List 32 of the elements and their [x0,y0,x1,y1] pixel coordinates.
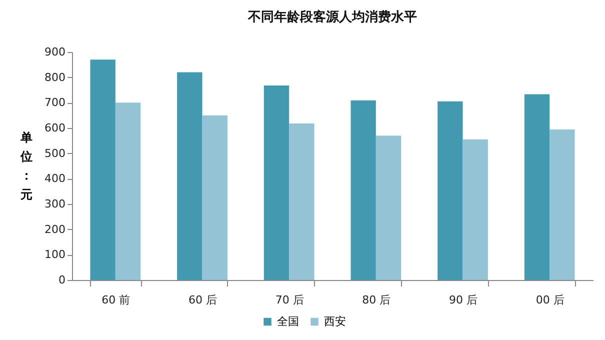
y-tick-label: 400 [44,172,66,186]
bar [550,130,575,280]
bar [438,101,463,280]
y-tick-label: 500 [44,146,66,160]
bar [90,60,116,280]
bar [202,115,228,280]
chart-title: 不同年龄段客源人均消费水平 [247,9,417,25]
x-tick-label: 60 后 [188,294,217,306]
bar [524,94,550,280]
bar [376,136,402,280]
x-tick-label: 60 前 [102,294,130,306]
bar [289,123,314,280]
y-tick-label: 0 [58,274,66,286]
x-tick-label: 80 后 [362,294,391,306]
y-tick-label: 900 [44,46,66,58]
x-tick-label: 90 后 [449,294,478,306]
y-axis-title: 单位：元 [20,130,32,202]
x-tick-label: 70 后 [275,294,304,306]
x-tick-label: 00 后 [536,294,564,306]
y-tick-label: 700 [44,96,66,110]
legend-label: 西安 [324,314,346,328]
y-tick-label: 300 [44,198,66,210]
bar [177,72,202,280]
bar [462,139,488,280]
bar [264,85,290,280]
y-tick-label: 600 [44,122,66,134]
y-tick-label: 100 [44,248,66,262]
bar [115,102,141,280]
bar [350,100,376,280]
legend-label: 全国 [277,314,299,328]
y-tick-label: 200 [44,222,66,236]
y-tick-label: 800 [44,70,66,84]
